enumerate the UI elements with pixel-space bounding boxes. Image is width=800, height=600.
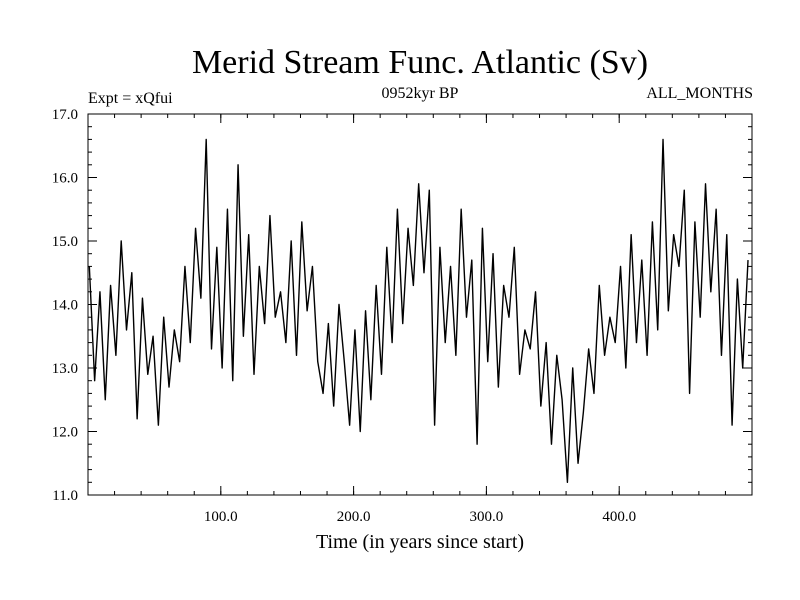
y-tick-label: 13.0 [52, 361, 78, 377]
series-layer [88, 138, 749, 483]
chart-subtitle-center: 0952kyr BP [382, 85, 459, 102]
x-tick-label: 200.0 [337, 509, 371, 525]
x-tick-label: 300.0 [470, 509, 504, 525]
x-tick-label: 100.0 [204, 509, 238, 525]
chart-subtitle-right: ALL_MONTHS [646, 85, 753, 102]
axis-ticks [87, 113, 753, 496]
chart-title: Merid Stream Func. Atlantic (Sv) [192, 44, 648, 81]
x-tick-label: 400.0 [602, 509, 636, 525]
y-tick-label: 17.0 [52, 107, 78, 123]
x-axis-label: Time (in years since start) [316, 531, 524, 553]
y-tick-label: 16.0 [52, 171, 78, 187]
chart-subtitle-left: Expt = xQfui [88, 90, 173, 107]
series-line [88, 138, 749, 483]
y-tick-label: 11.0 [52, 488, 78, 504]
y-tick-label: 12.0 [52, 425, 78, 441]
axis-tick-labels: 11.0 12.0 13.0 14.0 15.0 16.0 17.0 100.0 200.0 30… [52, 107, 636, 525]
y-tick-label: 14.0 [52, 298, 78, 314]
y-tick-label: 15.0 [52, 234, 78, 250]
